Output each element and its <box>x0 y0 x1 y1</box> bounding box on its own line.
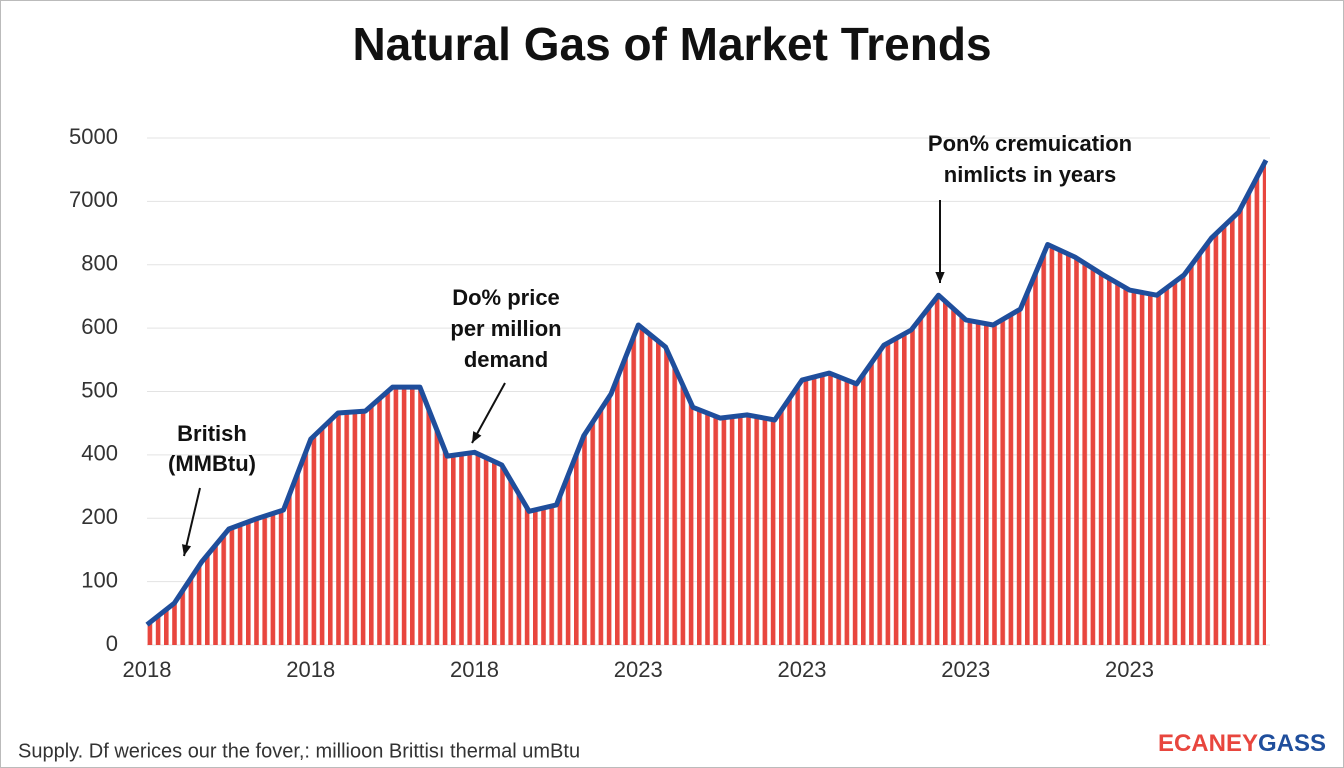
y-tick-label: 5000 <box>69 124 118 149</box>
area <box>147 160 1266 645</box>
annotation: demand <box>464 347 548 372</box>
x-tick-label: 2018 <box>450 657 499 682</box>
y-tick-label: 500 <box>81 377 118 402</box>
footnote: Supply. Df werices our the fover,: milli… <box>18 740 580 762</box>
arrow-head <box>472 431 482 443</box>
x-tick-label: 2023 <box>941 657 990 682</box>
y-tick-label: 600 <box>81 314 118 339</box>
annotation: (MMBtu) <box>168 451 256 476</box>
x-tick-label: 2018 <box>286 657 335 682</box>
annotation: Do% price <box>452 285 560 310</box>
annotation: per million <box>450 316 561 341</box>
annotation-arrow <box>471 382 506 444</box>
annotation: British <box>177 421 247 446</box>
y-tick-label: 800 <box>81 251 118 276</box>
brand: ECANEYGASS <box>1158 730 1326 757</box>
brand-part: GASS <box>1258 730 1326 757</box>
annotation-arrow <box>183 487 201 557</box>
arrow-head <box>935 271 945 283</box>
y-tick-label: 100 <box>81 567 118 592</box>
annotation: Pon% cremuication <box>928 131 1132 156</box>
x-tick-label: 2023 <box>614 657 663 682</box>
annotation: nimlicts in years <box>944 162 1116 187</box>
y-tick-label: 400 <box>81 441 118 466</box>
x-tick-label: 2023 <box>1105 657 1154 682</box>
y-tick-label: 200 <box>81 504 118 529</box>
brand-part: ECANEY <box>1158 730 1258 757</box>
y-tick-label: 0 <box>106 631 118 656</box>
x-tick-label: 2023 <box>778 657 827 682</box>
line <box>145 159 1269 627</box>
x-tick-label: 2018 <box>123 657 172 682</box>
y-tick-label: 7000 <box>69 187 118 212</box>
chart-title: Natural Gas of Market Trends <box>352 18 991 70</box>
arrow-head <box>181 544 192 556</box>
